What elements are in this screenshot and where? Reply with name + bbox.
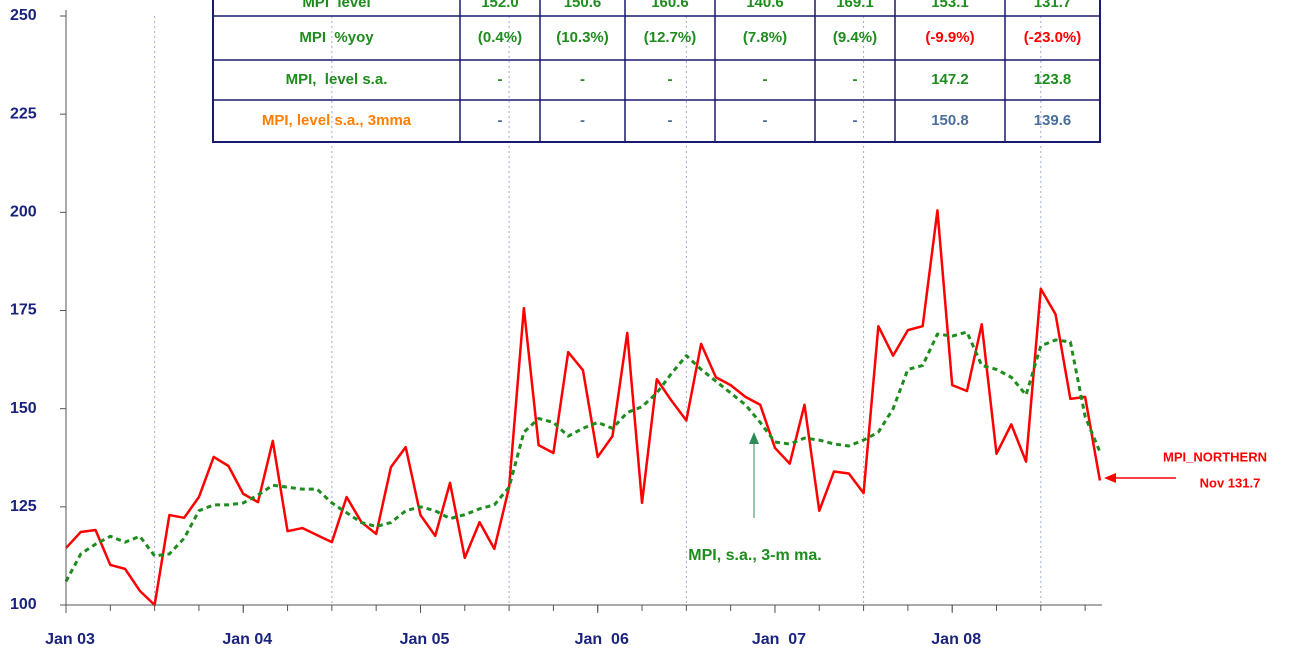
x-tick-label: Jan 06	[575, 631, 629, 648]
plot	[64, 209, 1102, 607]
cell: 139.6	[1034, 112, 1072, 129]
annotation: Nov 131.7	[1200, 475, 1261, 490]
arrow-head	[1104, 473, 1116, 483]
row-label: MPI, level s.a., 3mma	[262, 112, 412, 129]
cell: (-9.9%)	[925, 29, 974, 46]
x-tick-label: Jan 08	[931, 631, 981, 648]
x-tick-label: Jan 04	[222, 631, 272, 648]
y-tick-label: 200	[10, 204, 37, 221]
cell: 123.8	[1034, 71, 1072, 88]
cell: -	[668, 71, 673, 88]
cell: -	[853, 71, 858, 88]
row-label: MPI %yoy	[299, 29, 374, 46]
table: MPI level 152.0 150.6 160.6 140.6 169.1 153.1 1…	[212, 0, 1101, 143]
cell: 150.6	[564, 0, 602, 11]
line-series	[65, 209, 1102, 607]
row-label: MPI level	[302, 0, 370, 11]
y-tick-label: 250	[10, 7, 37, 24]
cell: 160.6	[651, 0, 689, 11]
cell: -	[580, 112, 585, 129]
row-label: MPI, level s.a.	[286, 71, 388, 88]
table-border	[212, 0, 1101, 143]
arrow-head	[749, 432, 759, 444]
cell: (-23.0%)	[1024, 29, 1082, 46]
y-tick-label: 125	[10, 498, 37, 515]
cell: -	[580, 71, 585, 88]
cell: 140.6	[746, 0, 784, 11]
cell: -	[668, 112, 673, 129]
y-tick-label: 100	[10, 596, 37, 613]
x-tick-label: Jan 05	[400, 631, 450, 648]
annotation: MPI, s.a., 3-m ma.	[688, 547, 821, 564]
cell: (0.4%)	[478, 29, 522, 46]
y-tick-label: 175	[10, 302, 37, 319]
grid	[60, 15, 1086, 613]
cell: 152.0	[481, 0, 519, 11]
annotation: MPI_NORTHERN	[1163, 449, 1267, 464]
cell: (12.7%)	[644, 29, 697, 46]
cell: -	[763, 112, 768, 129]
cell: -	[853, 112, 858, 129]
cell: (7.8%)	[743, 29, 787, 46]
cell: (10.3%)	[556, 29, 609, 46]
cell: (9.4%)	[833, 29, 877, 46]
cell: 150.8	[931, 112, 969, 129]
cell: 169.1	[836, 0, 874, 11]
cell: 131.7	[1034, 0, 1072, 11]
cell: -	[498, 71, 503, 88]
cell: 147.2	[931, 71, 969, 88]
y-tick-label: 225	[10, 105, 37, 122]
cell: -	[763, 71, 768, 88]
cell: 153.1	[931, 0, 969, 11]
y-tick-label: 150	[10, 400, 37, 417]
cell: -	[498, 112, 503, 129]
x-tick-label: Jan 03	[45, 631, 95, 648]
x-tick-label: Jan 07	[752, 631, 806, 648]
